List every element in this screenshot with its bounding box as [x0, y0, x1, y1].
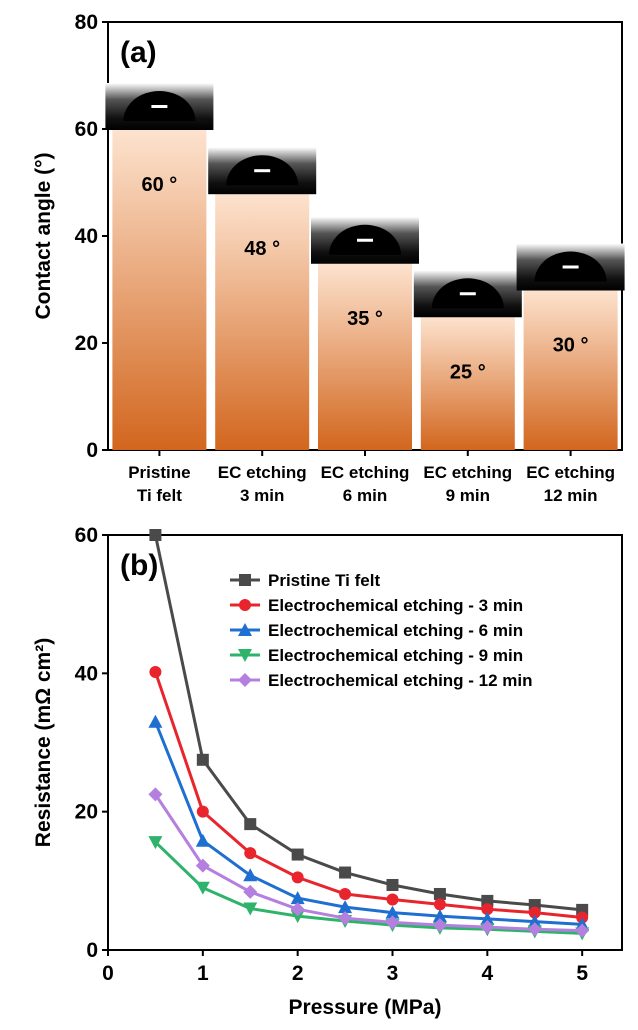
y-tick-label: 20: [75, 801, 98, 824]
panel-label: (b): [120, 549, 158, 582]
series-line: [154, 793, 583, 933]
marker: [386, 893, 399, 906]
marker: [148, 836, 163, 850]
marker: [149, 665, 162, 678]
series-line: [153, 671, 583, 919]
marker: [239, 599, 251, 611]
y-tick-label: 80: [75, 11, 98, 34]
marker: [575, 923, 590, 938]
marker: [149, 529, 162, 541]
y-tick-label: 40: [75, 225, 98, 248]
marker: [338, 911, 353, 926]
x-tick-label: EC etching 9 min: [423, 463, 512, 505]
x-tick-label: EC etching 3 min: [218, 463, 307, 505]
series-line: [154, 841, 583, 935]
droplet-highlight: [254, 169, 271, 173]
x-tick-label: 0: [102, 962, 114, 985]
marker: [196, 805, 209, 818]
legend-label: Electrochemical etching - 6 min: [268, 621, 523, 640]
marker: [243, 884, 258, 899]
marker: [433, 898, 446, 911]
marker: [291, 871, 304, 884]
x-tick-label: 2: [292, 962, 304, 985]
marker: [528, 906, 541, 919]
value-label: 25 °: [450, 361, 486, 383]
marker: [290, 910, 305, 924]
bar: [523, 289, 618, 450]
marker: [385, 915, 400, 930]
marker: [148, 714, 163, 728]
marker: [480, 911, 495, 925]
marker: [195, 858, 210, 873]
droplet-highlight: [562, 265, 579, 269]
marker: [386, 878, 399, 891]
legend-label: Electrochemical etching - 12 min: [268, 671, 533, 690]
marker: [291, 848, 304, 861]
marker: [432, 909, 447, 923]
marker: [432, 918, 447, 933]
marker: [195, 833, 210, 847]
panel-label: (a): [120, 36, 157, 69]
series-line: [153, 534, 583, 912]
y-tick-label: 0: [86, 939, 98, 962]
marker: [244, 847, 257, 860]
droplet-highlight: [459, 292, 476, 296]
legend-label: Electrochemical etching - 3 min: [268, 596, 523, 615]
bar: [420, 316, 515, 450]
x-tick-label: Pristine Ti felt: [128, 463, 190, 505]
marker: [195, 881, 210, 895]
marker: [290, 902, 305, 917]
droplet-highlight: [151, 105, 168, 108]
x-tick-label: EC etching 12 min: [526, 463, 615, 505]
value-label: 35 °: [347, 308, 383, 330]
y-tick-label: 60: [75, 524, 98, 547]
marker: [338, 900, 353, 914]
y-tick-label: 0: [86, 439, 98, 462]
legend-label: Pristine Ti felt: [268, 571, 380, 590]
bar: [112, 129, 207, 450]
x-tick-label: 5: [576, 962, 588, 985]
x-tick-label: EC etching 6 min: [321, 463, 410, 505]
marker: [339, 887, 352, 900]
marker: [433, 887, 446, 900]
marker: [238, 623, 252, 636]
marker: [527, 922, 542, 937]
value-label: 60 °: [141, 174, 177, 196]
marker: [481, 894, 494, 907]
marker: [481, 903, 494, 916]
marker: [527, 914, 542, 928]
marker: [238, 649, 252, 662]
x-tick-label: 3: [387, 962, 399, 985]
plot-area: [148, 529, 590, 941]
marker: [243, 868, 258, 882]
value-label: 30 °: [553, 335, 589, 357]
marker: [148, 787, 163, 802]
marker: [385, 905, 400, 919]
marker: [244, 818, 257, 831]
x-tick-label: 1: [197, 962, 209, 985]
value-label: 48 °: [244, 238, 280, 260]
droplet-highlight: [357, 238, 373, 242]
y-axis-label: Contact angle (°): [32, 152, 55, 319]
y-axis-label: Resistance (mΩ cm²): [32, 638, 55, 847]
x-axis-label: Pressure (MPa): [289, 996, 442, 1019]
marker: [243, 902, 258, 916]
x-tick-label: 4: [481, 962, 493, 985]
y-tick-label: 40: [75, 662, 98, 685]
marker: [290, 891, 305, 905]
marker: [238, 673, 252, 687]
bar: [215, 193, 310, 450]
y-tick-label: 20: [75, 332, 98, 355]
marker: [480, 920, 495, 935]
y-tick-label: 60: [75, 118, 98, 141]
marker: [196, 753, 209, 766]
plot-frame: [107, 534, 623, 951]
marker: [339, 866, 352, 879]
series-line: [154, 721, 583, 926]
bar: [318, 262, 412, 450]
marker: [239, 574, 251, 586]
legend-label: Electrochemical etching - 9 min: [268, 646, 523, 665]
